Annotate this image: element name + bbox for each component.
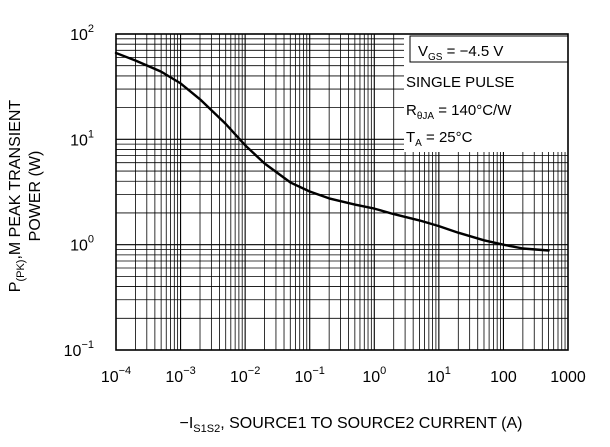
y-axis-title: P(PK),M PEAK TRANSIENT POWER (W) — [7, 100, 44, 293]
y-tick-label: 101 — [70, 128, 94, 149]
x-tick-label: 101 — [427, 365, 451, 386]
series-line — [114, 51, 550, 252]
ambient-temp-label: TA = 25°C — [406, 129, 473, 149]
y-tick-label: 100 — [70, 234, 94, 255]
x-tick-label: 100 — [490, 369, 517, 386]
y-tick-label: 102 — [70, 23, 94, 44]
x-tick-label: 10−3 — [165, 365, 195, 386]
x-tick-label: 10−1 — [295, 365, 325, 386]
y-axis-title-line2: POWER (W) — [27, 151, 44, 242]
single-pulse-label: SINGLE PULSE — [406, 74, 514, 91]
y-axis-title-line1: P(PK),M PEAK TRANSIENT — [7, 100, 27, 293]
legend-box: VGS = −4.5 V SINGLE PULSE RθJA = 140°C/W… — [404, 34, 569, 152]
x-tick-label: 10−2 — [230, 365, 260, 386]
x-axis-title: −IS1S2, SOURCE1 TO SOURCE2 CURRENT (A) — [180, 415, 523, 435]
series-layer — [114, 51, 550, 252]
x-tick-label: 100 — [362, 365, 386, 386]
x-tick-labels: 10−4 10−3 10−2 10−1 100 101 100 1000 — [101, 365, 586, 386]
r-theta-label: RθJA = 140°C/W — [406, 102, 512, 122]
y-tick-labels: 10−1 100 101 102 — [64, 23, 94, 360]
vgs-label: VGS = −4.5 V — [418, 43, 503, 63]
x-tick-label: 10−4 — [101, 365, 131, 386]
x-tick-label: 1000 — [550, 369, 586, 386]
y-tick-label: 10−1 — [64, 339, 94, 360]
plot-frame — [115, 33, 569, 351]
